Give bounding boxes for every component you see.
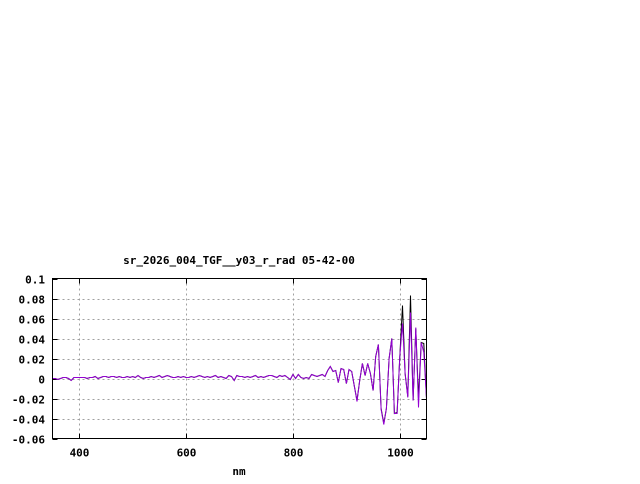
y-tick-label: -0.02 [12,394,45,407]
y-tick-label: 0.1 [25,274,45,287]
series-group [52,295,427,425]
y-tick-label: -0.06 [12,434,45,447]
plot-border [52,278,427,439]
y-tick-label: 0.04 [19,334,46,347]
x-tick-label: 1000 [387,447,414,460]
x-axis: 400 600 800 1000 [70,278,414,460]
y-tick-label: 0.06 [19,314,46,327]
chart-title: sr_2026_004_TGF__y03_r_rad 05-42-00 [123,254,355,267]
y-tick-label: 0.02 [19,354,46,367]
y-tick-label: -0.04 [12,414,45,427]
x-tick-label: 600 [177,447,197,460]
grid [52,278,427,439]
y-axis: -0.06 -0.04 -0.02 0 0.02 0.04 0.06 0.08 0.1 [12,274,427,447]
series-line-2 [52,312,427,425]
y-tick-label: 0 [38,374,45,387]
x-tick-label: 800 [284,447,304,460]
y-tick-label: 0.08 [19,294,46,307]
x-tick-label: 400 [70,447,90,460]
x-axis-label: nm [232,465,246,478]
